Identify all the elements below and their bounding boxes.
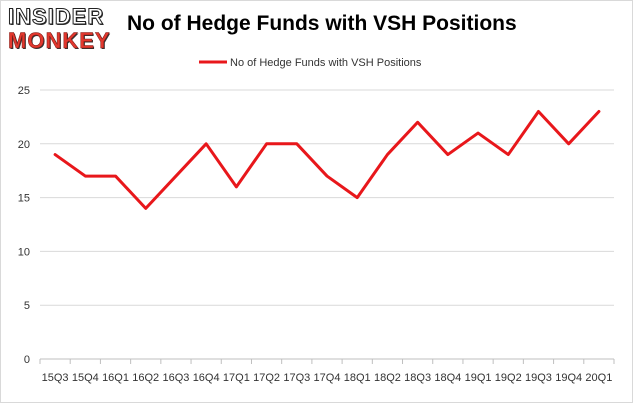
insider-monkey-logo: INSIDER MONKEY <box>7 4 120 54</box>
y-tick-label: 15 <box>18 193 30 205</box>
x-tick-label: 17Q1 <box>223 372 250 384</box>
logo-line-2: MONKEY <box>8 28 111 53</box>
x-tick-label: 19Q2 <box>495 372 522 384</box>
x-tick-label: 19Q4 <box>555 372 582 384</box>
x-tick-label: 18Q1 <box>344 372 371 384</box>
chart-title: No of Hedge Funds with VSH Positions <box>127 12 517 35</box>
logo-line-1: INSIDER <box>7 4 105 29</box>
x-tick-label: 17Q4 <box>314 372 341 384</box>
x-tick-label: 15Q3 <box>42 372 69 384</box>
x-tick-label: 16Q2 <box>132 372 159 384</box>
x-tick-label: 18Q2 <box>374 372 401 384</box>
x-tick-label: 19Q3 <box>525 372 552 384</box>
x-tick-label: 18Q4 <box>434 372 461 384</box>
y-tick-label: 5 <box>24 300 30 312</box>
x-tick-label: 16Q3 <box>162 372 189 384</box>
y-tick-label: 25 <box>18 85 30 97</box>
y-tick-label: 20 <box>18 139 30 151</box>
x-tick-label: 18Q3 <box>404 372 431 384</box>
x-tick-label: 16Q4 <box>193 372 220 384</box>
series-line <box>53 110 601 210</box>
x-tick-label: 19Q1 <box>465 372 492 384</box>
x-tick-label: 20Q1 <box>585 372 612 384</box>
x-tick-label: 16Q1 <box>102 372 129 384</box>
x-tick-label: 17Q3 <box>283 372 310 384</box>
x-tick-label: 17Q2 <box>253 372 280 384</box>
y-tick-label: 0 <box>24 354 30 366</box>
legend-label: No of Hedge Funds with VSH Positions <box>230 57 422 69</box>
y-tick-label: 10 <box>18 246 30 258</box>
x-tick-label: 15Q4 <box>72 372 99 384</box>
